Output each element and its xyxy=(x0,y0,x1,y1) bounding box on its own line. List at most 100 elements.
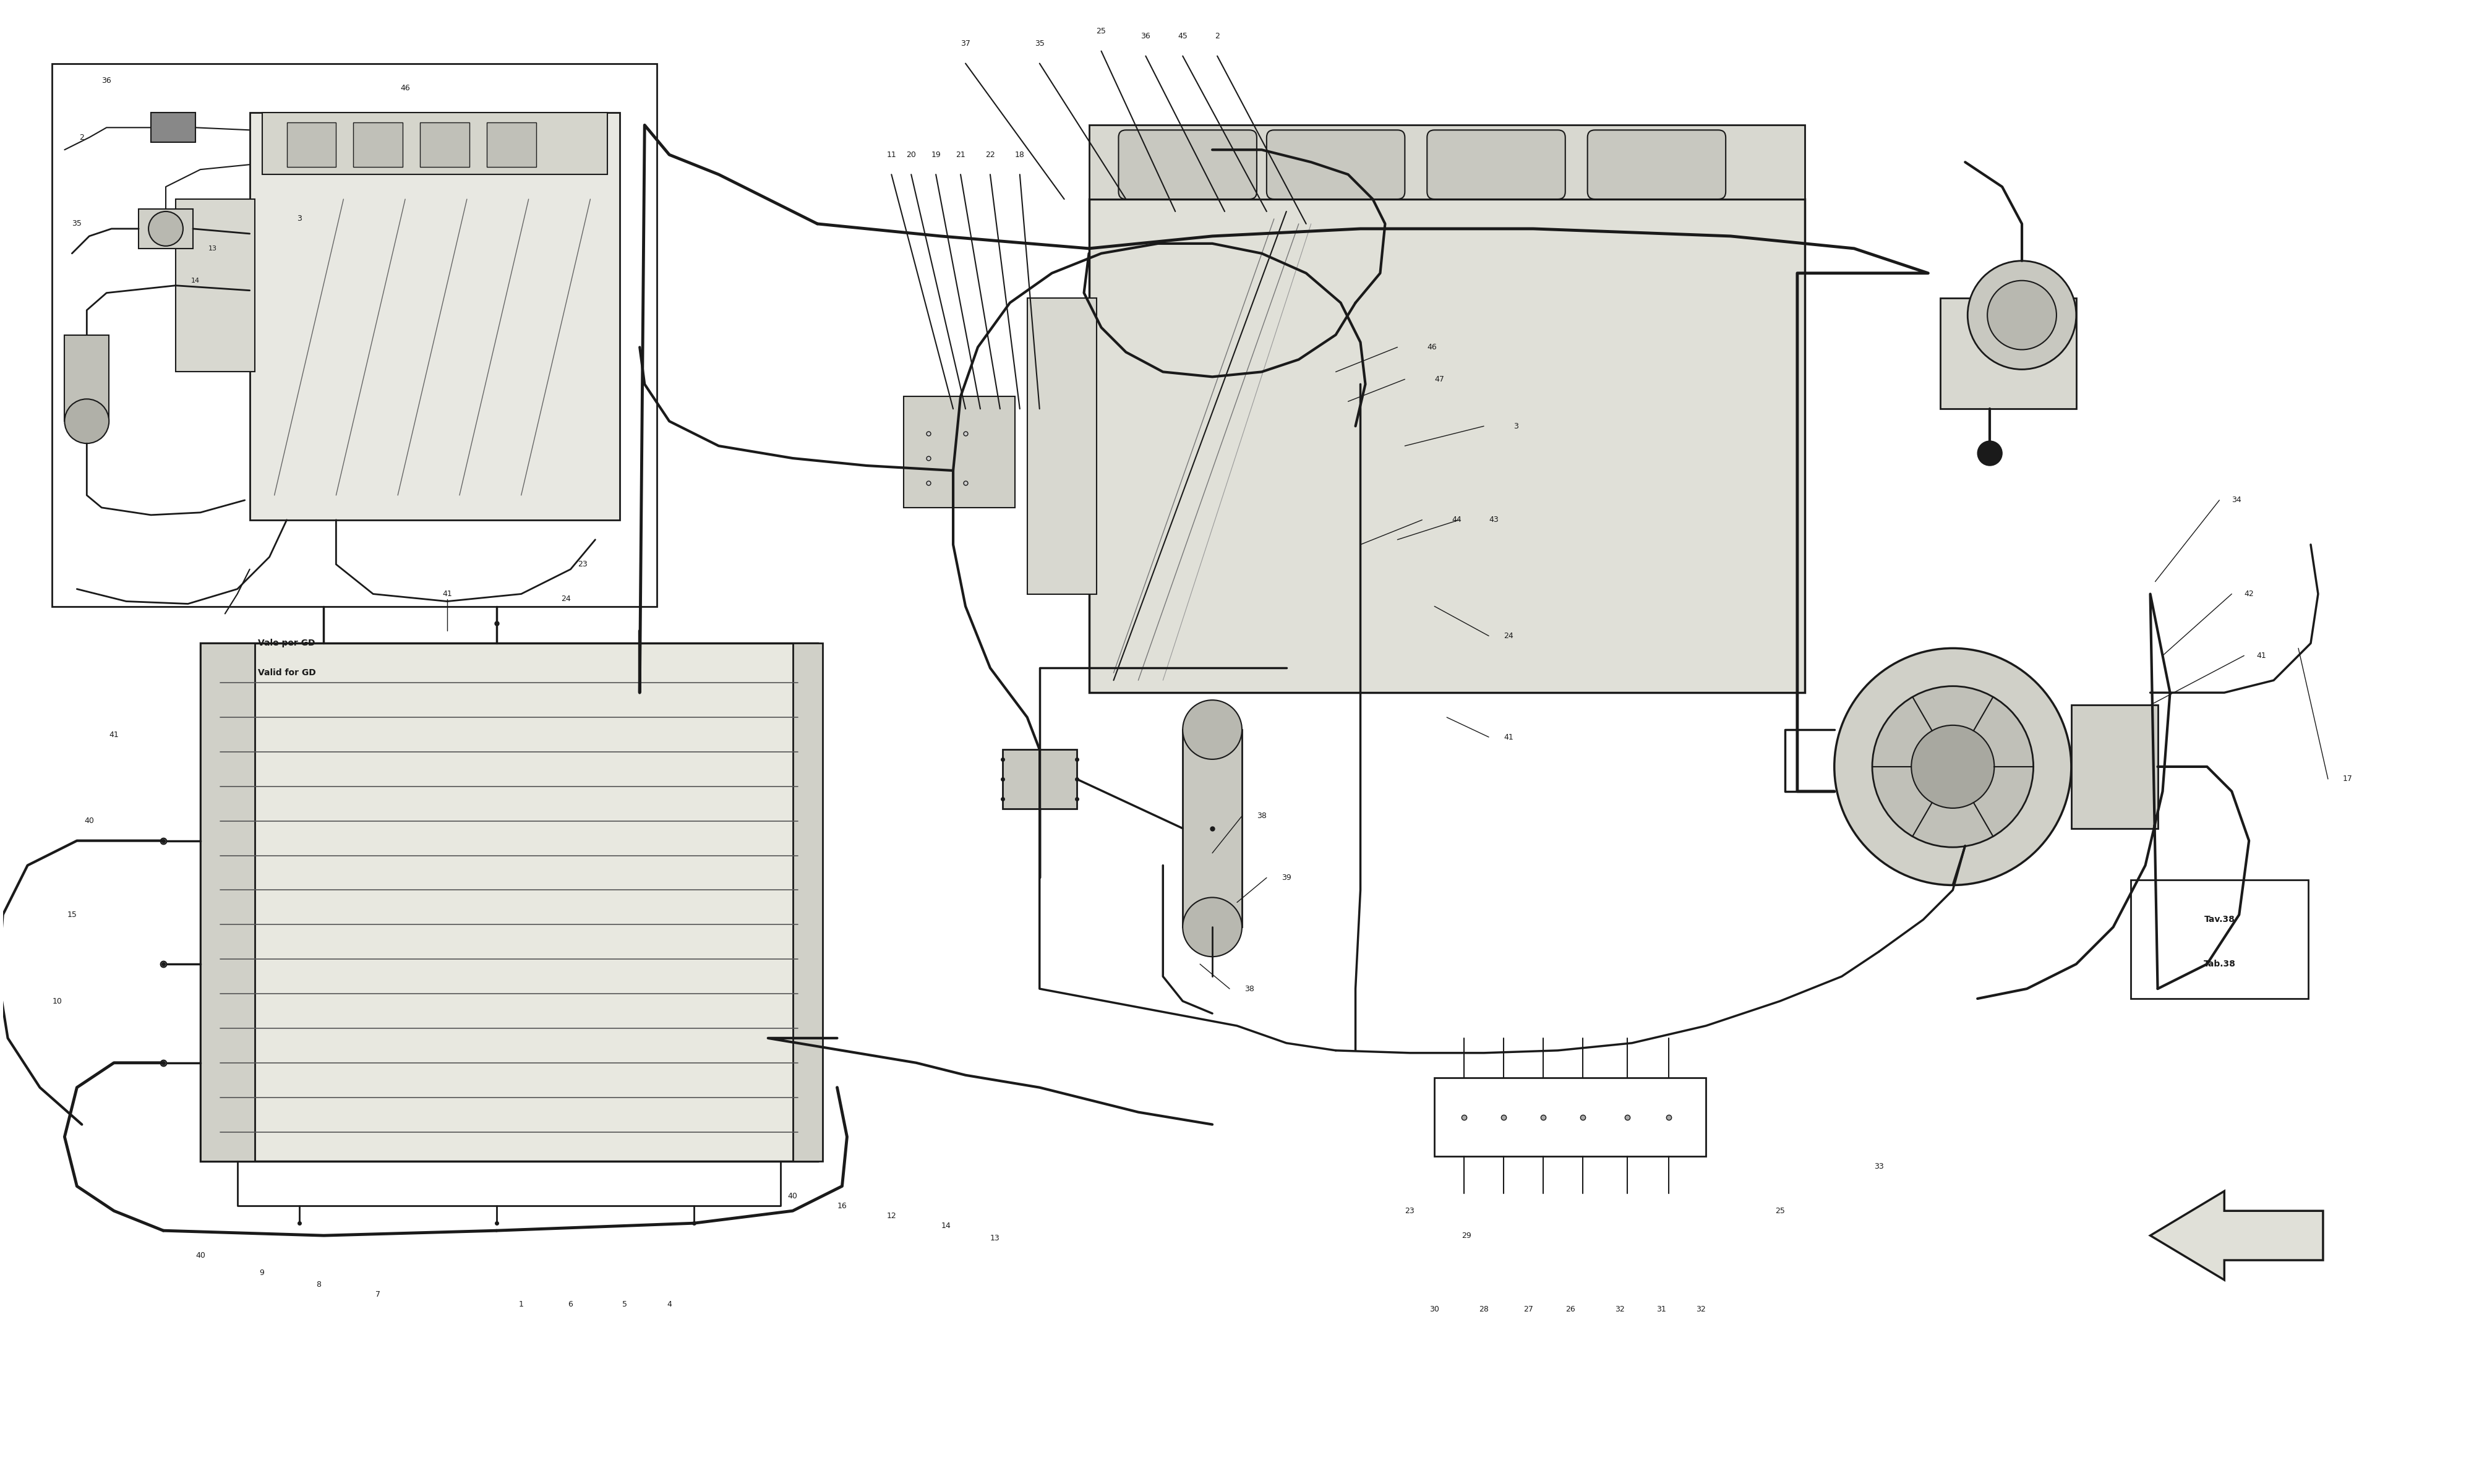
Circle shape xyxy=(1967,261,2076,370)
Text: 44: 44 xyxy=(1452,516,1462,524)
Circle shape xyxy=(1987,280,2056,350)
Text: 6: 6 xyxy=(569,1300,574,1309)
Text: 41: 41 xyxy=(109,730,119,739)
Text: 41: 41 xyxy=(2256,651,2266,660)
Text: 13: 13 xyxy=(208,245,218,252)
Bar xyxy=(792,643,821,1162)
Text: 31: 31 xyxy=(1658,1306,1667,1313)
Text: 46: 46 xyxy=(401,85,411,92)
Text: 26: 26 xyxy=(1566,1306,1576,1313)
Text: Tab.38: Tab.38 xyxy=(2204,960,2236,969)
Text: 40: 40 xyxy=(787,1192,797,1201)
Text: 1: 1 xyxy=(520,1300,524,1309)
Text: 20: 20 xyxy=(905,151,915,159)
Bar xyxy=(487,123,537,168)
Text: 27: 27 xyxy=(1524,1306,1534,1313)
Text: 3: 3 xyxy=(297,215,302,223)
FancyBboxPatch shape xyxy=(1118,131,1257,199)
Text: 24: 24 xyxy=(562,595,571,603)
Text: 2: 2 xyxy=(79,134,84,141)
Text: 28: 28 xyxy=(1479,1306,1489,1313)
Polygon shape xyxy=(2150,1192,2323,1279)
Text: 45: 45 xyxy=(1178,33,1188,40)
Text: 23: 23 xyxy=(579,561,589,568)
Circle shape xyxy=(1183,898,1242,957)
Text: 8: 8 xyxy=(317,1281,322,1290)
Text: 42: 42 xyxy=(2244,591,2254,598)
Text: 30: 30 xyxy=(1430,1306,1440,1313)
Text: 19: 19 xyxy=(930,151,940,159)
Bar xyxy=(1940,298,2076,410)
Text: 40: 40 xyxy=(195,1251,205,1260)
Bar xyxy=(200,643,255,1162)
Bar xyxy=(1089,199,1804,693)
Text: 25: 25 xyxy=(1096,27,1106,36)
Bar xyxy=(52,64,658,607)
Text: 11: 11 xyxy=(886,151,896,159)
Text: 2: 2 xyxy=(1215,33,1220,40)
FancyBboxPatch shape xyxy=(1427,131,1566,199)
Bar xyxy=(1002,749,1076,809)
Text: 34: 34 xyxy=(2232,496,2241,505)
Text: Vale per GD: Vale per GD xyxy=(257,640,314,647)
Bar xyxy=(903,396,1014,508)
Bar xyxy=(176,199,255,372)
Text: 15: 15 xyxy=(67,911,77,919)
Circle shape xyxy=(148,211,183,246)
Text: 24: 24 xyxy=(1504,632,1514,640)
Text: 9: 9 xyxy=(260,1269,265,1276)
Text: 4: 4 xyxy=(668,1300,673,1309)
Text: 12: 12 xyxy=(886,1212,896,1220)
Text: 35: 35 xyxy=(72,220,82,229)
Text: 25: 25 xyxy=(1776,1206,1784,1215)
Text: 5: 5 xyxy=(623,1300,628,1309)
Text: 13: 13 xyxy=(990,1235,999,1242)
Bar xyxy=(421,123,470,168)
Circle shape xyxy=(1873,686,2034,847)
Text: 43: 43 xyxy=(1489,516,1499,524)
Text: 47: 47 xyxy=(1435,375,1445,383)
Bar xyxy=(262,113,609,175)
Text: 7: 7 xyxy=(376,1291,381,1298)
Text: 32: 32 xyxy=(1616,1306,1625,1313)
Bar xyxy=(200,643,816,1162)
Text: 40: 40 xyxy=(84,818,94,825)
Bar xyxy=(354,123,403,168)
Text: 38: 38 xyxy=(1244,985,1254,993)
Bar xyxy=(1183,730,1242,927)
Circle shape xyxy=(1833,649,2071,884)
Text: 36: 36 xyxy=(101,77,111,85)
FancyBboxPatch shape xyxy=(1588,131,1727,199)
Bar xyxy=(139,209,193,248)
Text: 3: 3 xyxy=(1514,421,1519,430)
Text: 18: 18 xyxy=(1014,151,1024,159)
Circle shape xyxy=(64,399,109,444)
Text: 33: 33 xyxy=(1873,1162,1883,1171)
Bar xyxy=(2071,705,2157,828)
Text: 38: 38 xyxy=(1257,812,1267,821)
Bar xyxy=(2130,880,2308,999)
Text: 21: 21 xyxy=(955,151,965,159)
Text: 29: 29 xyxy=(1462,1232,1472,1239)
Bar xyxy=(1089,125,1804,199)
Text: Valid for GD: Valid for GD xyxy=(257,669,317,677)
Text: 17: 17 xyxy=(2343,775,2353,784)
Text: 23: 23 xyxy=(1405,1206,1415,1215)
Text: 41: 41 xyxy=(1504,733,1514,741)
Text: 10: 10 xyxy=(52,997,62,1005)
Circle shape xyxy=(1912,726,1994,809)
Circle shape xyxy=(1183,700,1242,760)
Bar xyxy=(250,113,621,519)
Text: Tav.38: Tav.38 xyxy=(2204,916,2234,925)
Circle shape xyxy=(1977,441,2001,466)
Bar xyxy=(64,335,109,421)
Text: 41: 41 xyxy=(443,591,453,598)
Text: 14: 14 xyxy=(190,278,200,283)
Text: 39: 39 xyxy=(1282,874,1291,881)
Text: 16: 16 xyxy=(836,1202,846,1209)
FancyBboxPatch shape xyxy=(1267,131,1405,199)
Bar xyxy=(287,123,336,168)
Bar xyxy=(151,113,195,142)
Text: 46: 46 xyxy=(1427,343,1437,352)
Bar xyxy=(1435,1077,1707,1156)
